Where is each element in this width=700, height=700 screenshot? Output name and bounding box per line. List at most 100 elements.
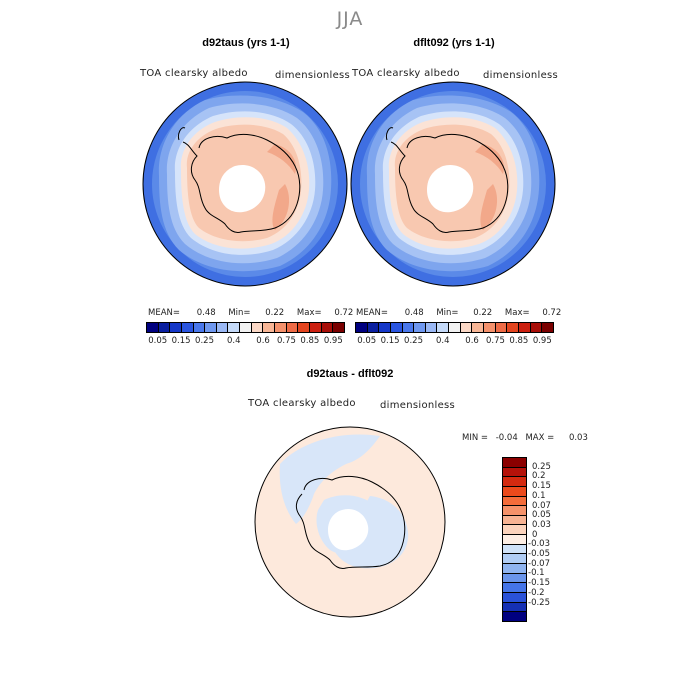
colorbar-swatch xyxy=(158,323,171,332)
diff-colorbar-swatch xyxy=(503,592,526,603)
colorbar-swatch xyxy=(356,323,368,332)
colorbar-swatch xyxy=(518,323,531,332)
colorbar-swatch xyxy=(275,323,287,332)
colorbar-swatch xyxy=(507,323,519,332)
colorbar-swatch xyxy=(379,323,391,332)
colorbar-swatch xyxy=(414,323,426,332)
panel1-max-label: Max= xyxy=(296,308,322,318)
colorbar-swatch xyxy=(367,323,380,332)
panel2-units-label: dimensionless xyxy=(483,70,559,81)
diff-colorbar-swatch xyxy=(503,602,526,613)
colorbar-swatch xyxy=(542,323,553,332)
colorbar-swatch xyxy=(193,323,206,332)
diff-colorbar-swatch xyxy=(503,467,526,478)
panel1-min-value: 0.22 xyxy=(265,308,285,318)
colorbar-swatch xyxy=(309,323,322,332)
colorbar-swatch xyxy=(240,323,252,332)
colorbar-tick-label: 0.6 xyxy=(256,336,270,346)
difference-map xyxy=(254,426,446,618)
panel2-max-label: Max= xyxy=(504,308,530,318)
colorbar-swatch xyxy=(449,323,461,332)
panel2-mean-label: MEAN= xyxy=(356,308,388,318)
colorbar-swatch xyxy=(437,323,450,332)
diff-colorbar-swatch xyxy=(503,554,526,565)
colorbar-tick-label: 0.05 xyxy=(148,336,168,346)
diff-variable-label: TOA clearsky albedo xyxy=(248,398,356,409)
colorbar-tick-label: 0.25 xyxy=(404,336,423,346)
panel1-stats: MEAN= 0.48 Min= 0.22 Max= 0.72 xyxy=(148,308,353,318)
panel2-min-label: Min= xyxy=(436,308,459,318)
colorbar-swatch xyxy=(205,323,217,332)
colorbar-swatch xyxy=(333,323,344,332)
diff-colorbar-tick-label: 0.1 xyxy=(532,490,546,501)
colorbar-tick-label: 0.15 xyxy=(380,336,400,346)
diff-colorbar xyxy=(502,457,527,622)
panel1-units-label: dimensionless xyxy=(275,70,351,81)
panel1-mean-label: MEAN= xyxy=(148,308,180,318)
panel2-variable-label: TOA clearsky albedo xyxy=(352,68,460,79)
colorbar-tick-label: 0.75 xyxy=(486,336,505,346)
diff-colorbar-tick-label: 0.05 xyxy=(532,510,551,521)
panel1-map xyxy=(142,81,348,287)
diff-colorbar-ticks: 0.25 0.2 0.15 0.1 0.07 0.05 0.03 0 -0.03 -0.05 -0.… xyxy=(528,457,592,622)
colorbar-tick-label: 0.4 xyxy=(436,336,450,346)
panel1-max-value: 0.72 xyxy=(334,308,354,318)
panel1-min-label: Min= xyxy=(228,308,251,318)
diff-title: d92taus - dflt092 xyxy=(306,368,394,380)
colorbar-swatch xyxy=(425,323,438,332)
colorbar-tick-label: 0.85 xyxy=(509,336,529,346)
colorbar-tick-label: 0.15 xyxy=(171,336,191,346)
panel2-max-value: 0.72 xyxy=(542,308,562,318)
colorbar-swatch xyxy=(298,323,310,332)
diff-colorbar-swatch xyxy=(503,573,526,584)
panel1-title: d92taus (yrs 1-1) xyxy=(202,37,290,49)
panel2-mean-value: 0.48 xyxy=(404,308,424,318)
colorbar-tick-label: 0.6 xyxy=(465,336,479,346)
diff-colorbar-swatch xyxy=(503,506,526,516)
diff-minmax: MIN = -0.04 MAX = 0.03 xyxy=(462,433,588,443)
panel1-colorbar-ticks: 0.05 0.15 0.25 0.4 0.6 0.75 0.85 0.95 xyxy=(146,336,345,348)
diff-colorbar-swatch xyxy=(503,515,526,526)
diff-colorbar-tick-label: -0.2 xyxy=(528,587,545,598)
diff-colorbar-tick-label: 0 xyxy=(532,529,538,540)
panel2-stats: MEAN= 0.48 Min= 0.22 Max= 0.72 xyxy=(356,308,561,318)
colorbar-swatch xyxy=(286,323,299,332)
diff-colorbar-swatch xyxy=(503,486,526,497)
diff-units-label: dimensionless xyxy=(380,400,456,411)
colorbar-swatch xyxy=(472,323,485,332)
diff-colorbar-tick-label: -0.05 xyxy=(528,549,550,560)
diff-colorbar-tick-label: -0.15 xyxy=(528,578,550,589)
panel2-min-value: 0.22 xyxy=(473,308,493,318)
colorbar-swatch xyxy=(484,323,496,332)
colorbar-swatch xyxy=(495,323,508,332)
diff-colorbar-tick-label: 0.25 xyxy=(532,461,551,472)
diff-colorbar-swatch xyxy=(503,477,526,487)
diff-colorbar-swatch xyxy=(503,525,526,536)
diff-colorbar-swatch xyxy=(503,564,526,574)
colorbar-tick-label: 0.4 xyxy=(227,336,241,346)
diff-colorbar-tick-label: -0.07 xyxy=(528,558,550,569)
panel2-title: dflt092 (yrs 1-1) xyxy=(413,37,495,49)
colorbar-swatch xyxy=(530,323,543,332)
colorbar-swatch xyxy=(147,323,159,332)
diff-max-value: 0.03 xyxy=(568,433,588,443)
panel2-colorbar xyxy=(355,322,554,333)
diff-min-label: MIN = xyxy=(462,433,489,443)
colorbar-tick-label: 0.25 xyxy=(195,336,214,346)
colorbar-swatch xyxy=(251,323,264,332)
diff-colorbar-tick-label: 0.2 xyxy=(532,471,546,482)
colorbar-swatch xyxy=(390,323,403,332)
colorbar-swatch xyxy=(402,323,415,332)
colorbar-swatch xyxy=(181,323,194,332)
season-title: JJA xyxy=(336,8,364,30)
colorbar-tick-label: 0.85 xyxy=(300,336,320,346)
diff-colorbar-tick-label: 0.07 xyxy=(532,500,551,511)
diff-min-value: -0.04 xyxy=(495,433,518,443)
diff-colorbar-swatch xyxy=(503,583,526,593)
colorbar-swatch xyxy=(228,323,241,332)
colorbar-swatch xyxy=(321,323,334,332)
colorbar-tick-label: 0.05 xyxy=(357,336,377,346)
colorbar-tick-label: 0.75 xyxy=(277,336,296,346)
diff-colorbar-swatch xyxy=(503,496,526,507)
